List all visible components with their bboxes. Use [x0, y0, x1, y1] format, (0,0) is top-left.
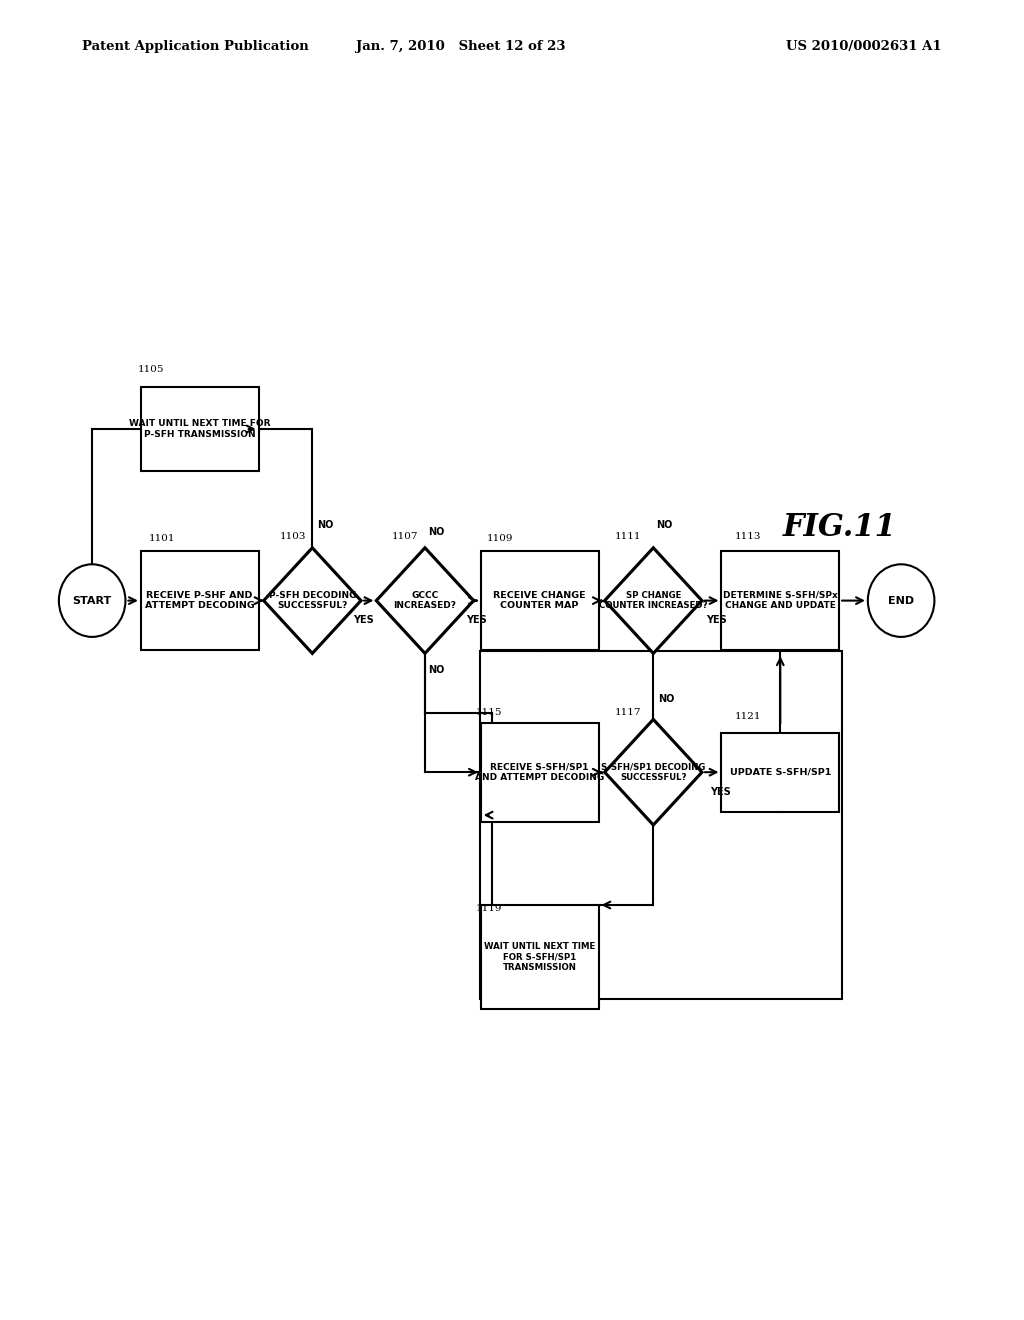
Text: S-SFH/SP1 DECODING
SUCCESSFUL?: S-SFH/SP1 DECODING SUCCESSFUL?	[601, 763, 706, 781]
Text: NO: NO	[656, 520, 673, 531]
Text: 1113: 1113	[735, 532, 762, 541]
Text: 1107: 1107	[392, 532, 419, 541]
Text: SP CHANGE
COUNTER INCREASED?: SP CHANGE COUNTER INCREASED?	[599, 591, 708, 610]
Text: YES: YES	[353, 615, 374, 626]
Text: WAIT UNTIL NEXT TIME
FOR S-SFH/SP1
TRANSMISSION: WAIT UNTIL NEXT TIME FOR S-SFH/SP1 TRANS…	[484, 942, 595, 972]
Text: P-SFH DECODING
SUCCESSFUL?: P-SFH DECODING SUCCESSFUL?	[268, 591, 356, 610]
Text: RECEIVE S-SFH/SP1
AND ATTEMPT DECODING: RECEIVE S-SFH/SP1 AND ATTEMPT DECODING	[475, 763, 604, 781]
Polygon shape	[377, 548, 473, 653]
Text: YES: YES	[707, 615, 727, 626]
Text: NO: NO	[658, 694, 675, 705]
Text: RECEIVE CHANGE
COUNTER MAP: RECEIVE CHANGE COUNTER MAP	[494, 591, 586, 610]
Text: NO: NO	[317, 520, 334, 531]
Text: START: START	[73, 595, 112, 606]
FancyBboxPatch shape	[721, 552, 840, 649]
Text: 1109: 1109	[486, 535, 513, 544]
Text: YES: YES	[710, 787, 730, 797]
Text: END: END	[888, 595, 914, 606]
FancyBboxPatch shape	[481, 552, 598, 649]
Text: NO: NO	[428, 527, 444, 537]
Text: 1117: 1117	[614, 709, 641, 718]
Polygon shape	[604, 719, 702, 825]
Text: Patent Application Publication: Patent Application Publication	[82, 40, 308, 53]
FancyBboxPatch shape	[721, 733, 840, 812]
Text: RECEIVE P-SHF AND
ATTEMPT DECODING: RECEIVE P-SHF AND ATTEMPT DECODING	[144, 591, 255, 610]
Text: UPDATE S-SFH/SP1: UPDATE S-SFH/SP1	[730, 768, 830, 776]
Text: WAIT UNTIL NEXT TIME FOR
P-SFH TRANSMISSION: WAIT UNTIL NEXT TIME FOR P-SFH TRANSMISS…	[129, 420, 270, 438]
Ellipse shape	[868, 565, 934, 636]
Text: YES: YES	[466, 615, 486, 626]
Text: DETERMINE S-SFH/SPx
CHANGE AND UPDATE: DETERMINE S-SFH/SPx CHANGE AND UPDATE	[723, 591, 838, 610]
Text: 1115: 1115	[476, 709, 503, 718]
Text: FIG.11: FIG.11	[782, 512, 897, 544]
FancyBboxPatch shape	[141, 552, 258, 649]
Text: GCCC
INCREASED?: GCCC INCREASED?	[393, 591, 457, 610]
Text: 1103: 1103	[280, 532, 306, 541]
Polygon shape	[264, 548, 360, 653]
Polygon shape	[604, 548, 702, 653]
Text: 1101: 1101	[148, 535, 175, 544]
Text: Jan. 7, 2010   Sheet 12 of 23: Jan. 7, 2010 Sheet 12 of 23	[356, 40, 565, 53]
FancyBboxPatch shape	[141, 387, 258, 471]
FancyBboxPatch shape	[481, 906, 598, 1008]
Ellipse shape	[58, 565, 125, 636]
Text: 1121: 1121	[735, 713, 762, 722]
Text: 1111: 1111	[614, 532, 641, 541]
Text: 1119: 1119	[476, 904, 503, 913]
Text: 1105: 1105	[138, 366, 165, 375]
Text: NO: NO	[428, 665, 444, 676]
FancyBboxPatch shape	[481, 722, 598, 821]
Text: US 2010/0002631 A1: US 2010/0002631 A1	[786, 40, 942, 53]
